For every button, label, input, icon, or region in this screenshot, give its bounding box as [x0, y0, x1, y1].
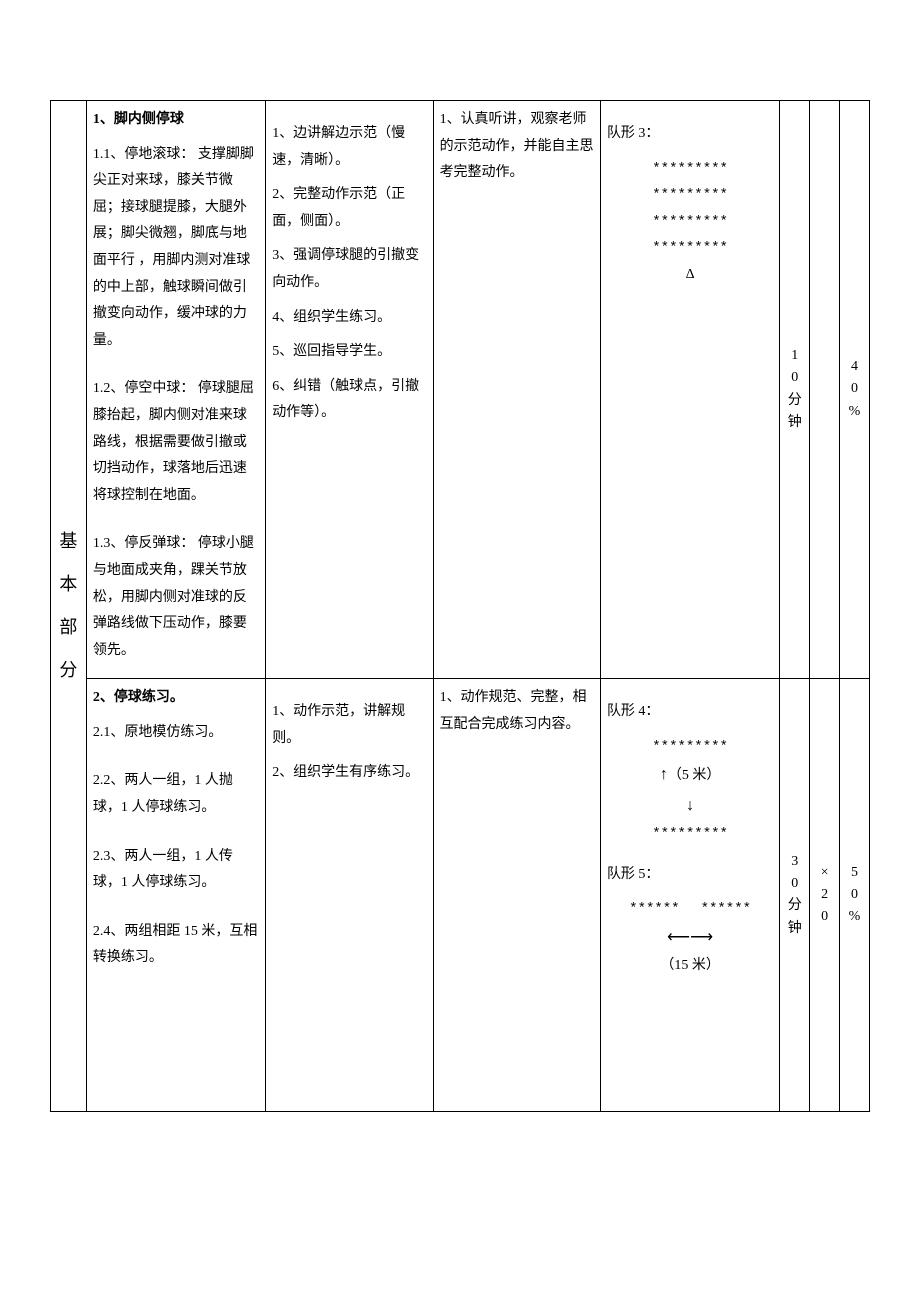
pct-1: 40%: [849, 359, 861, 419]
page: 基本部分 1、脚内侧停球 1.1、停地滚球： 支撑脚脚尖正对来球，膝关节微屈；接…: [0, 0, 920, 1172]
teacher-cell-2: 1、动作示范，讲解规则。 2、组织学生有序练习。: [266, 679, 433, 1112]
formation5-dist: （15 米）: [607, 953, 773, 980]
formation4-row: *********: [607, 734, 773, 761]
student-text-1: 1、认真听讲，观察老师的示范动作，并能自主思考完整动作。: [440, 107, 594, 187]
time-cell-1: 10分钟: [780, 101, 810, 679]
time-cell-2: 30分钟: [780, 679, 810, 1112]
c13-label: 1.3、停反弹球：: [93, 536, 195, 551]
formation5-label: 队形 5：: [607, 862, 773, 889]
content-cell-1: 1、脚内侧停球 1.1、停地滚球： 支撑脚脚尖正对来球，膝关节微屈；接球腿提膝，…: [86, 101, 265, 679]
c13-text: 停球小腿与地面成夹角，踝关节放松，用脚内侧对准球的反弹路线做下压动作，膝要领先。: [93, 536, 254, 657]
reps-2: ×20: [821, 865, 829, 925]
content-item: 2.4、两组相距 15 米，互相转换练习。: [93, 919, 259, 972]
teacher-cell-1: 1、边讲解边示范（慢速，清晰）。 2、完整动作示范（正面，侧面）。 3、强调停球…: [266, 101, 433, 679]
content-cell-2: 2、停球练习。 2.1、原地模仿练习。 2.2、两人一组，1 人抛球，1 人停球…: [86, 679, 265, 1112]
arrow-down-icon: ↓: [686, 797, 694, 814]
formation5-right: ******: [701, 901, 751, 917]
c11-label: 1.1、停地滚球：: [93, 147, 195, 162]
formation-cell-2: 队形 4： ********* ↑（5 米） ↓ ********* 队形 5：…: [600, 679, 779, 1112]
teacher-item: 1、边讲解边示范（慢速，清晰）。: [272, 121, 426, 174]
table-row: 基本部分 1、脚内侧停球 1.1、停地滚球： 支撑脚脚尖正对来球，膝关节微屈；接…: [51, 101, 870, 679]
c11-text: 支撑脚脚尖正对来球，膝关节微屈；接球腿提膝，大腿外展；脚尖微翘，脚底与地面平行 …: [93, 147, 254, 348]
formation4-row: *********: [607, 821, 773, 848]
teacher-item: 2、完整动作示范（正面，侧面）。: [272, 182, 426, 235]
formation-cell-1: 队形 3： ********* ********* ********* ****…: [600, 101, 779, 679]
arrow-leftright-icon: ⟵⟶: [607, 923, 773, 953]
reps-cell-1: [810, 101, 840, 679]
teacher-item: 5、巡回指导学生。: [272, 339, 426, 366]
formation4-label: 队形 4：: [607, 699, 773, 726]
content-item: 2.2、两人一组，1 人抛球，1 人停球练习。: [93, 768, 259, 821]
pct-cell-1: 40%: [840, 101, 870, 679]
student-cell-1: 1、认真听讲，观察老师的示范动作，并能自主思考完整动作。: [433, 101, 600, 679]
formation3-label: 队形 3：: [607, 121, 773, 148]
lesson-table: 基本部分 1、脚内侧停球 1.1、停地滚球： 支撑脚脚尖正对来球，膝关节微屈；接…: [50, 100, 870, 1112]
teacher-item: 1、动作示范，讲解规则。: [272, 699, 426, 752]
student-cell-2: 1、动作规范、完整，相互配合完成练习内容。: [433, 679, 600, 1112]
c12-text: 停球腿屈膝抬起，脚内侧对准来球路线，根据需要做引撤或切挡动作，球落地后迅速将球控…: [93, 381, 254, 502]
formation-row: *********: [607, 235, 773, 262]
reps-cell-2: ×20: [810, 679, 840, 1112]
section-label-text: 基本部分: [59, 531, 77, 681]
content-item: 2.1、原地模仿练习。: [93, 720, 259, 747]
teacher-item: 2、组织学生有序练习。: [272, 760, 426, 787]
formation-row: *********: [607, 182, 773, 209]
formation4-arrows: ↑（5 米） ↓: [607, 760, 773, 821]
time-2: 30分钟: [788, 854, 802, 936]
content-item: 2.3、两人一组，1 人传球，1 人停球练习。: [93, 844, 259, 897]
time-1: 10分钟: [788, 348, 802, 430]
section-label: 基本部分: [51, 101, 87, 1112]
content-title-1: 1、脚内侧停球: [93, 112, 184, 127]
table-row: 2、停球练习。 2.1、原地模仿练习。 2.2、两人一组，1 人抛球，1 人停球…: [51, 679, 870, 1112]
c12-label: 1.2、停空中球：: [93, 381, 195, 396]
pct-2: 50%: [849, 865, 861, 925]
formation5-left: ******: [629, 901, 679, 917]
teacher-item: 6、纠错（触球点，引撤动作等）。: [272, 374, 426, 427]
formation-row: *********: [607, 209, 773, 236]
pct-cell-2: 50%: [840, 679, 870, 1112]
student-text-2: 1、动作规范、完整，相互配合完成练习内容。: [440, 685, 594, 738]
formation-teacher-mark: Δ: [607, 262, 773, 289]
arrow-up-icon: ↑: [660, 766, 668, 783]
teacher-item: 4、组织学生练习。: [272, 305, 426, 332]
content-title-2: 2、停球练习。: [93, 690, 184, 705]
formation4-dist: （5 米）: [668, 768, 721, 783]
formation-row: *********: [607, 156, 773, 183]
teacher-item: 3、强调停球腿的引撤变向动作。: [272, 243, 426, 296]
